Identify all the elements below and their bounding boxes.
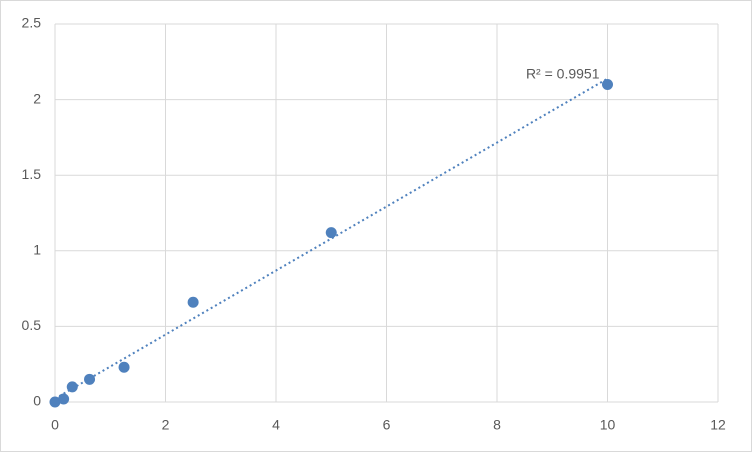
data-point xyxy=(187,296,199,308)
x-tick-label: 0 xyxy=(51,417,59,433)
data-point xyxy=(58,393,70,405)
x-tick-label: 8 xyxy=(493,417,501,433)
trendline-label: R² = 0.9951 xyxy=(526,65,600,81)
trendline xyxy=(54,77,609,400)
y-tick-label: 1 xyxy=(33,242,41,258)
data-point xyxy=(49,396,61,408)
x-tick-label: 2 xyxy=(162,417,170,433)
data-point xyxy=(118,361,130,373)
x-tick-label: 4 xyxy=(272,417,280,433)
data-point xyxy=(66,381,78,393)
y-tick-label: 0 xyxy=(33,393,41,409)
y-tick-label: 1.5 xyxy=(22,166,42,182)
y-tick-label: 0.5 xyxy=(22,317,42,333)
x-tick-label: 10 xyxy=(600,417,616,433)
x-tick-label: 12 xyxy=(710,417,726,433)
x-tick-label: 6 xyxy=(383,417,391,433)
data-point xyxy=(84,373,96,385)
y-tick-label: 2.5 xyxy=(22,15,42,31)
data-point xyxy=(325,227,337,239)
data-point xyxy=(602,78,613,90)
y-tick-label: 2 xyxy=(33,90,41,106)
